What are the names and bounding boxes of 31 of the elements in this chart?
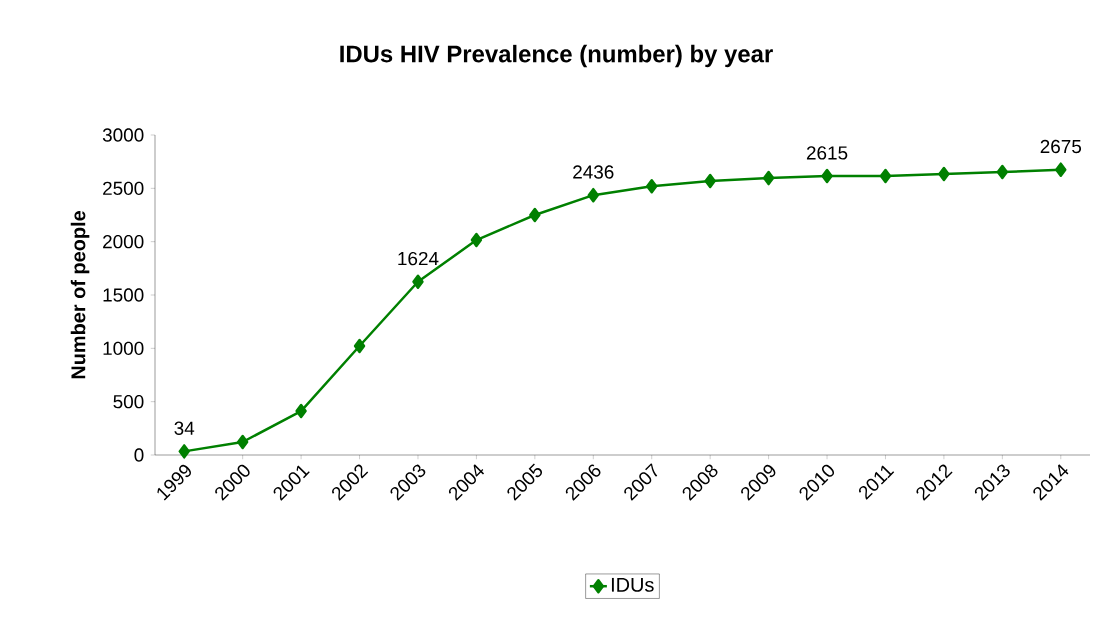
y-tick-label: 2500 [103, 181, 144, 196]
point [762, 170, 775, 186]
y-tick-label: 2000 [103, 234, 144, 249]
point [353, 338, 366, 354]
data-label: 2615 [806, 146, 848, 160]
data-label: 34 [174, 421, 195, 435]
legend-label: IDUs [611, 577, 654, 592]
y-axis-title: Number of people [70, 210, 90, 379]
point [645, 178, 658, 194]
point [1055, 162, 1067, 177]
point [587, 187, 600, 203]
point [529, 207, 541, 223]
point [938, 166, 950, 182]
point [178, 444, 190, 459]
point [412, 274, 424, 289]
point [996, 164, 1009, 180]
data-label: 2436 [573, 165, 614, 179]
point [879, 168, 892, 184]
point [470, 232, 483, 248]
chart-title: IDUs HIV Prevalence (number) by year [340, 44, 773, 68]
point [704, 173, 716, 189]
y-tick-label: 0 [134, 448, 144, 462]
data-label: 2675 [1040, 139, 1082, 154]
y-tick-label: 3000 [102, 128, 144, 142]
y-tick-label: 500 [113, 394, 144, 409]
point [236, 434, 249, 450]
point [821, 168, 833, 184]
point [295, 403, 307, 419]
y-tick-label: 1000 [103, 341, 144, 356]
y-tick-label: 1500 [103, 288, 144, 302]
data-label: 1624 [398, 251, 439, 266]
